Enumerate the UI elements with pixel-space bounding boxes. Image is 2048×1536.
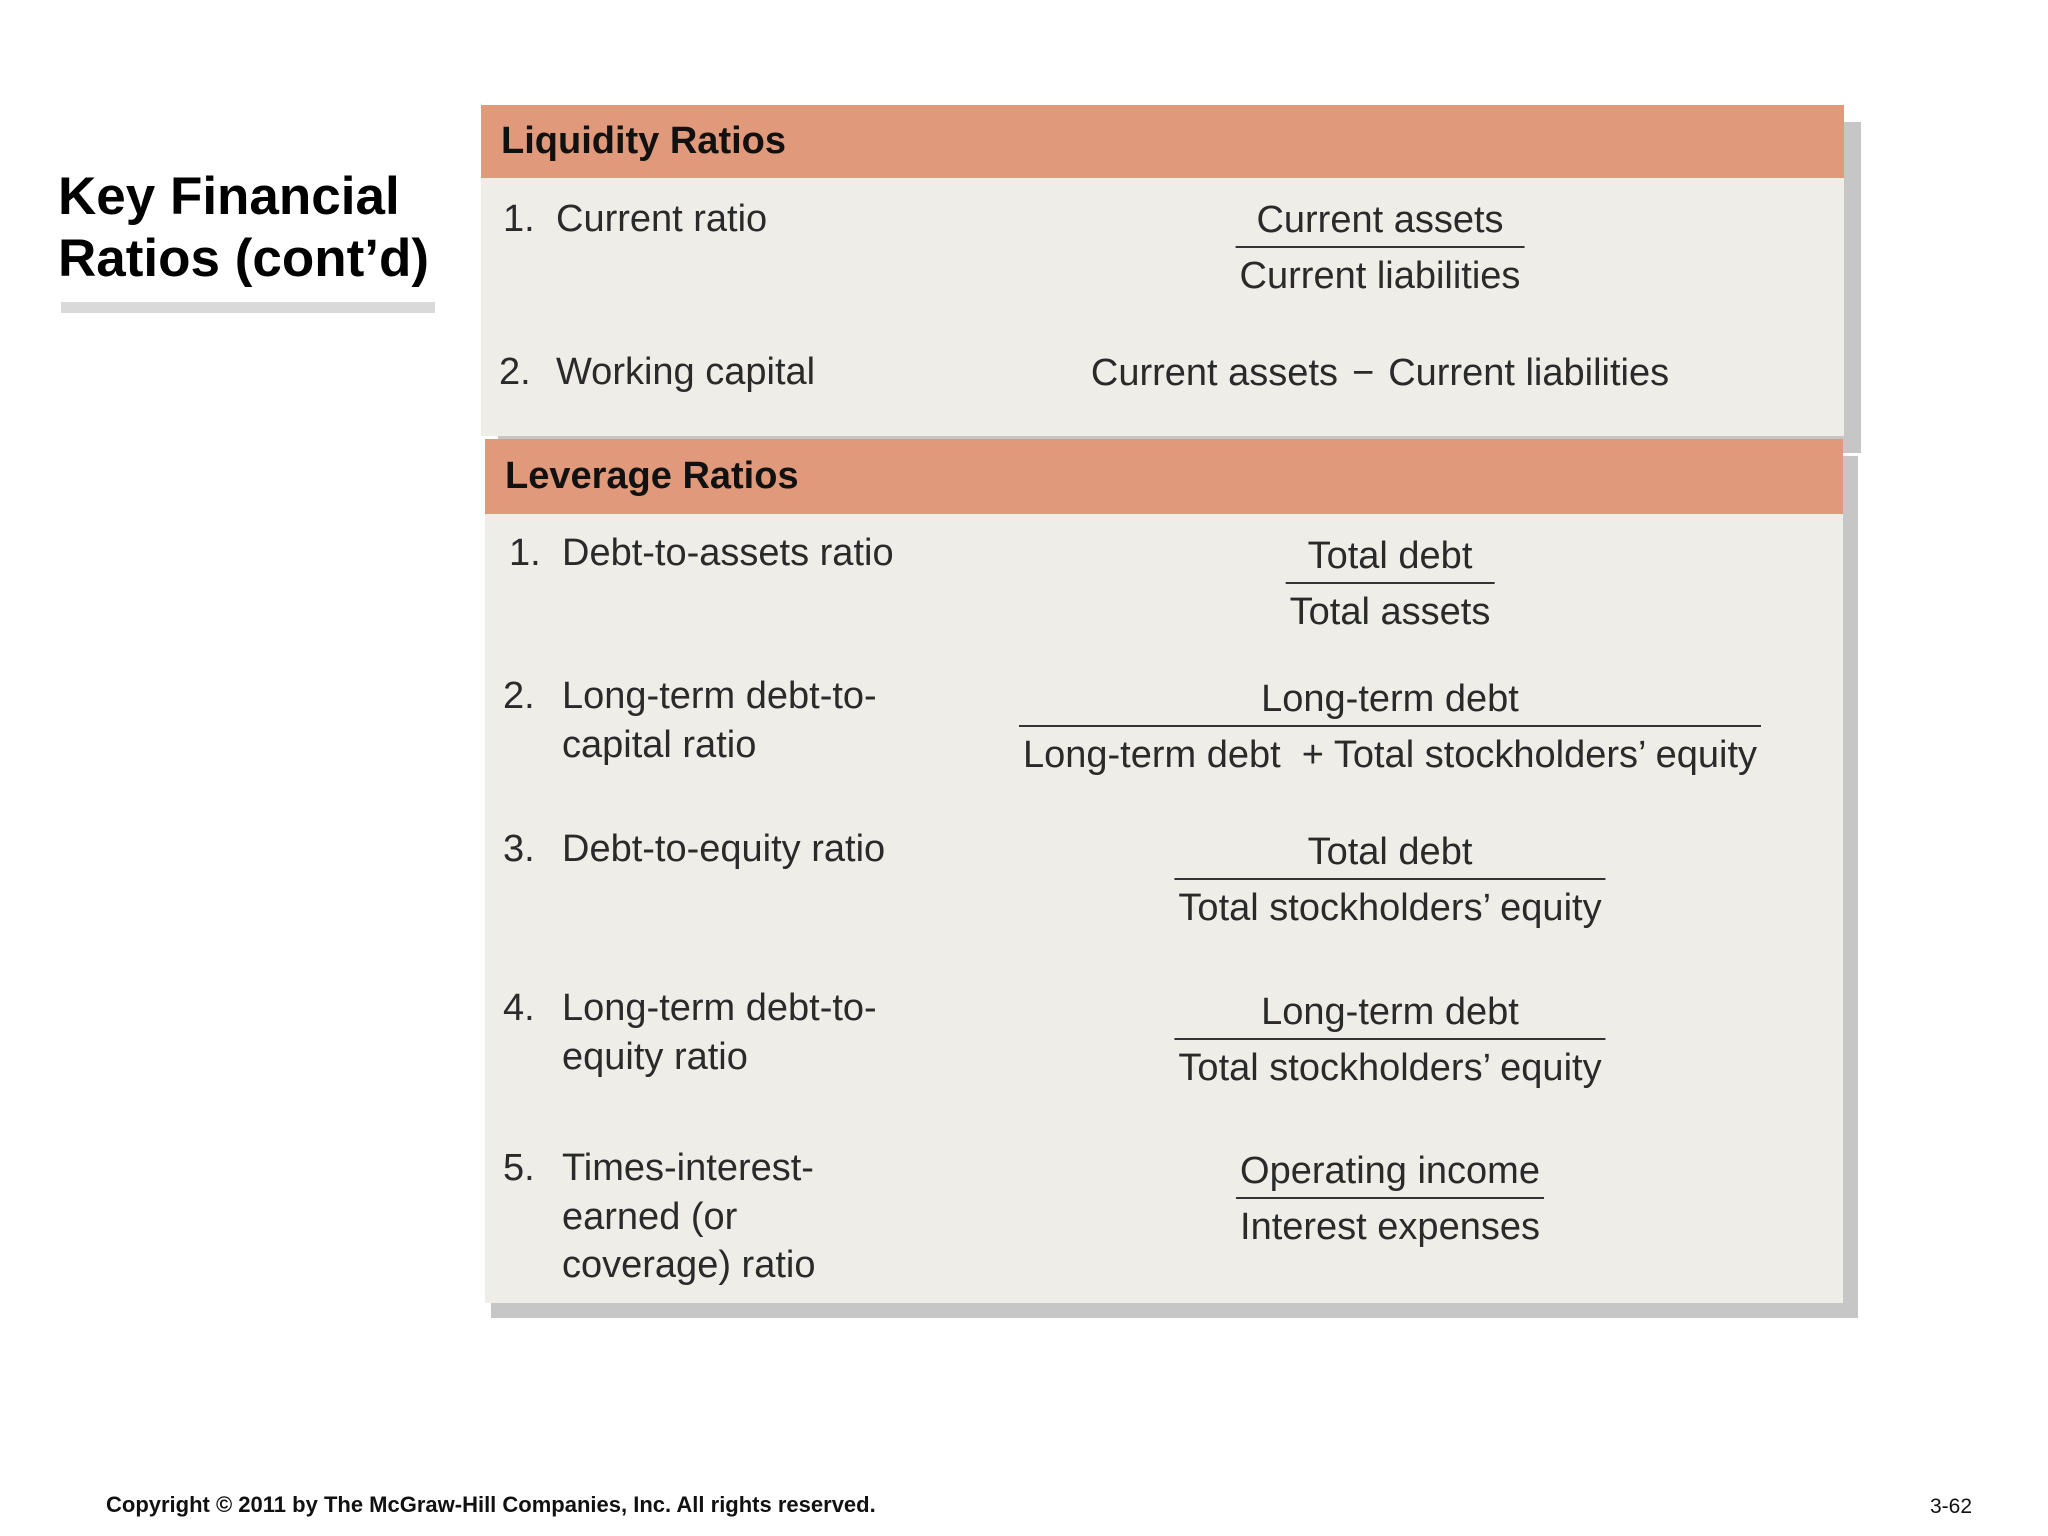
fraction-bar: [1236, 1197, 1544, 1199]
fraction: Total debt Total assets: [1285, 534, 1495, 634]
expression: Current assets − Current liabilities: [1091, 352, 1669, 395]
item-label-line-3: coverage) ratio: [562, 1244, 816, 1286]
fraction-bar: [1285, 582, 1495, 584]
item-label: Current ratio: [556, 198, 768, 240]
slide-title: Key Financial Ratios (cont’d): [58, 166, 458, 290]
denominator: Interest expenses: [1240, 1206, 1540, 1248]
item-number: 4.: [503, 987, 535, 1029]
slide-title-line-2: Ratios (cont’d): [58, 229, 429, 288]
item-number: 1.: [503, 198, 535, 240]
item-label-line-2: earned (or: [562, 1196, 738, 1238]
numerator: Long-term debt: [1261, 678, 1519, 720]
fraction: Operating income Interest expenses: [1236, 1149, 1544, 1249]
expression-left: Current assets: [1090, 352, 1338, 394]
denominator: Current liabilities: [1239, 255, 1521, 297]
liquidity-panel: Liquidity Ratios 1. Current ratio Curren…: [481, 105, 1844, 436]
item-label-line-1: Long-term debt-to-: [562, 987, 877, 1029]
page-number: 3-62: [1930, 1495, 1973, 1518]
fraction-bar: [1018, 725, 1762, 727]
fraction: Current assets Current liabilities: [1235, 198, 1525, 298]
item-label-line-2: equity ratio: [562, 1036, 748, 1078]
denominator: Total assets: [1289, 591, 1491, 633]
liquidity-header: Liquidity Ratios: [481, 105, 1844, 178]
fraction: Total debt Total stockholders’ equity: [1174, 830, 1606, 930]
item-label: Debt-to-equity ratio: [562, 828, 886, 870]
item-label: Debt-to-assets ratio: [562, 532, 894, 574]
denominator: Total stockholders’ equity: [1178, 887, 1602, 929]
title-underline: [61, 302, 435, 313]
item-number: 3.: [503, 828, 535, 870]
minus-operator: −: [1352, 352, 1375, 394]
item-label-line-2: capital ratio: [562, 724, 757, 766]
denominator: Long-term debt + Total stockholders’ equ…: [1022, 734, 1758, 776]
fraction-bar: [1174, 1038, 1606, 1040]
item-number: 5.: [503, 1147, 535, 1189]
item-number: 2.: [503, 675, 535, 717]
numerator: Current assets: [1256, 199, 1504, 241]
numerator: Total debt: [1307, 535, 1473, 577]
slide-title-line-1: Key Financial: [58, 167, 400, 226]
numerator: Total debt: [1307, 831, 1473, 873]
fraction: Long-term debt Total stockholders’ equit…: [1174, 990, 1606, 1090]
item-number: 2.: [499, 351, 531, 393]
item-number: 1.: [509, 532, 541, 574]
item-label-line-1: Times-interest-: [562, 1147, 814, 1189]
leverage-panel: Leverage Ratios 1. Debt-to-assets ratio …: [485, 439, 1843, 1303]
numerator: Operating income: [1240, 1150, 1540, 1192]
fraction-bar: [1174, 878, 1606, 880]
leverage-header: Leverage Ratios: [485, 439, 1843, 514]
item-label-line-1: Long-term debt-to-: [562, 675, 877, 717]
expression-right: Current liabilities: [1388, 352, 1670, 394]
fraction: Long-term debt Long-term debt + Total st…: [1018, 677, 1762, 777]
denominator: Total stockholders’ equity: [1178, 1047, 1602, 1089]
item-label: Working capital: [556, 351, 816, 393]
numerator: Long-term debt: [1261, 991, 1519, 1033]
fraction-bar: [1235, 246, 1525, 248]
copyright-notice: Copyright © 2011 by The McGraw-Hill Comp…: [106, 1492, 876, 1517]
